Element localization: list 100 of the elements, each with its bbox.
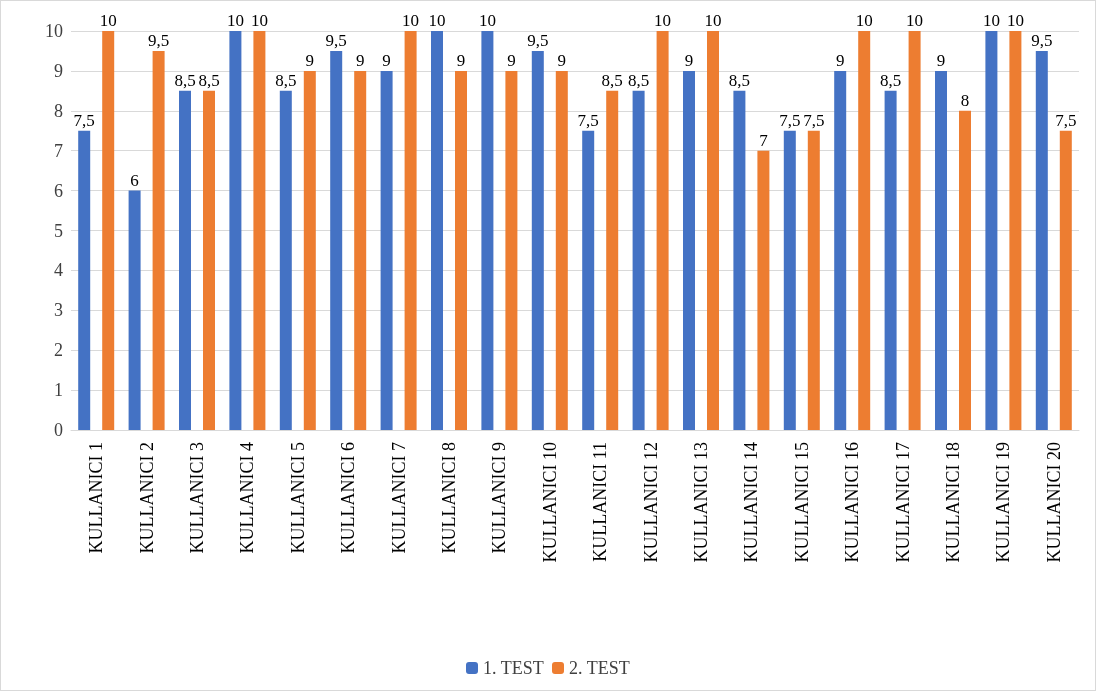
bar bbox=[707, 31, 719, 430]
bar bbox=[858, 31, 871, 430]
x-tick-label: KULLANICI 16 bbox=[842, 442, 863, 563]
data-label: 8,5 bbox=[601, 70, 623, 90]
bar bbox=[985, 31, 998, 430]
x-tick-label: KULLANICI 19 bbox=[993, 442, 1014, 563]
data-label: 9,5 bbox=[325, 30, 347, 50]
x-tick-label: KULLANICI 5 bbox=[287, 442, 308, 554]
x-tick-label: KULLANICI 12 bbox=[640, 442, 661, 563]
bar bbox=[404, 31, 417, 430]
data-label: 9 bbox=[382, 50, 391, 70]
bar bbox=[330, 50, 343, 430]
x-tick-label: KULLANICI 11 bbox=[590, 442, 611, 562]
data-label: 10 bbox=[99, 11, 117, 30]
bar bbox=[279, 90, 292, 430]
x-tick-label: KULLANICI 7 bbox=[388, 442, 409, 554]
bar bbox=[632, 90, 645, 430]
data-label: 9 bbox=[456, 50, 466, 70]
y-tick-label: 6 bbox=[54, 180, 63, 201]
bar bbox=[455, 70, 467, 430]
x-tick-label: KULLANICI 15 bbox=[791, 442, 812, 563]
x-tick-label: KULLANICI 3 bbox=[187, 442, 207, 554]
bar bbox=[78, 130, 91, 430]
y-tick-label: 0 bbox=[54, 420, 63, 440]
bar bbox=[481, 31, 494, 430]
bar bbox=[128, 190, 141, 430]
data-label: 10 bbox=[250, 11, 268, 30]
bar bbox=[606, 90, 619, 430]
data-label: 10 bbox=[226, 11, 244, 30]
bar bbox=[935, 70, 947, 430]
bar bbox=[253, 31, 266, 430]
data-label: 9,5 bbox=[147, 30, 170, 50]
x-tick-label: KULLANICI 17 bbox=[892, 442, 913, 563]
y-tick-label: 3 bbox=[54, 300, 63, 321]
bar bbox=[757, 150, 770, 430]
data-label: 7,5 bbox=[779, 110, 801, 130]
x-tick-label: KULLANICI 2 bbox=[136, 442, 157, 554]
data-label: 10 bbox=[1006, 11, 1024, 30]
bar bbox=[1035, 50, 1048, 430]
data-label: 7,5 bbox=[577, 110, 599, 130]
data-label: 9,5 bbox=[527, 30, 549, 50]
bar bbox=[959, 110, 971, 430]
data-label: 9 bbox=[936, 50, 946, 70]
bar bbox=[303, 70, 316, 430]
data-label: 10 bbox=[982, 11, 1000, 30]
x-tick-label: KULLANICI 1 bbox=[86, 442, 107, 554]
y-tick-label: 1 bbox=[54, 380, 63, 401]
bar bbox=[102, 31, 115, 430]
bar bbox=[555, 70, 568, 430]
x-tick-label: KULLANICI 13 bbox=[691, 442, 711, 563]
legend-label: 2. TEST bbox=[569, 658, 630, 678]
data-label: 8,5 bbox=[728, 70, 751, 90]
y-tick-label: 9 bbox=[54, 60, 63, 81]
data-label: 8,5 bbox=[198, 70, 220, 90]
data-label: 10 bbox=[704, 11, 722, 30]
bar bbox=[908, 31, 921, 430]
data-label: 10 bbox=[654, 11, 672, 30]
bar bbox=[683, 70, 695, 430]
data-label: 7,5 bbox=[73, 110, 95, 130]
y-tick-label: 5 bbox=[54, 220, 63, 241]
y-tick-label: 7 bbox=[54, 140, 63, 161]
bar bbox=[656, 31, 669, 430]
data-label: 9 bbox=[355, 50, 365, 70]
data-label: 9 bbox=[557, 50, 567, 70]
bar bbox=[582, 130, 595, 430]
x-tick-label: KULLANICI 18 bbox=[943, 442, 963, 563]
data-label: 8,5 bbox=[879, 70, 902, 90]
y-tick-label: 8 bbox=[54, 100, 63, 121]
x-tick-label: KULLANICI 4 bbox=[237, 442, 258, 554]
y-tick-label: 2 bbox=[54, 340, 63, 361]
data-label: 10 bbox=[428, 11, 446, 30]
bar bbox=[152, 50, 165, 430]
bar bbox=[531, 50, 544, 430]
y-tick-label: 4 bbox=[54, 260, 63, 281]
legend-label: 1. TEST bbox=[483, 658, 544, 678]
x-tick-label: KULLANICI 14 bbox=[741, 442, 762, 563]
data-label: 9 bbox=[835, 50, 845, 70]
data-label: 10 bbox=[855, 11, 873, 30]
bar bbox=[733, 90, 746, 430]
bar bbox=[807, 130, 820, 430]
x-tick-label: KULLANICI 10 bbox=[539, 442, 560, 563]
data-label: 9 bbox=[305, 50, 315, 70]
bar bbox=[1009, 31, 1022, 430]
data-label: 8,5 bbox=[275, 70, 297, 90]
data-label: 9 bbox=[507, 50, 516, 70]
bar bbox=[1059, 130, 1072, 430]
x-tick-label: KULLANICI 20 bbox=[1043, 442, 1064, 563]
bar bbox=[229, 31, 242, 430]
bar bbox=[354, 70, 367, 430]
x-tick-label: KULLANICI 9 bbox=[489, 442, 510, 554]
bar bbox=[884, 90, 897, 430]
data-label: 7,5 bbox=[803, 110, 825, 130]
bar bbox=[834, 70, 847, 430]
bar bbox=[431, 31, 443, 430]
bar bbox=[380, 70, 393, 430]
data-label: 8 bbox=[960, 90, 970, 110]
data-label: 8,5 bbox=[627, 70, 650, 90]
data-label: 10 bbox=[906, 11, 924, 30]
data-label: 10 bbox=[402, 11, 420, 30]
data-label: 10 bbox=[478, 11, 496, 30]
